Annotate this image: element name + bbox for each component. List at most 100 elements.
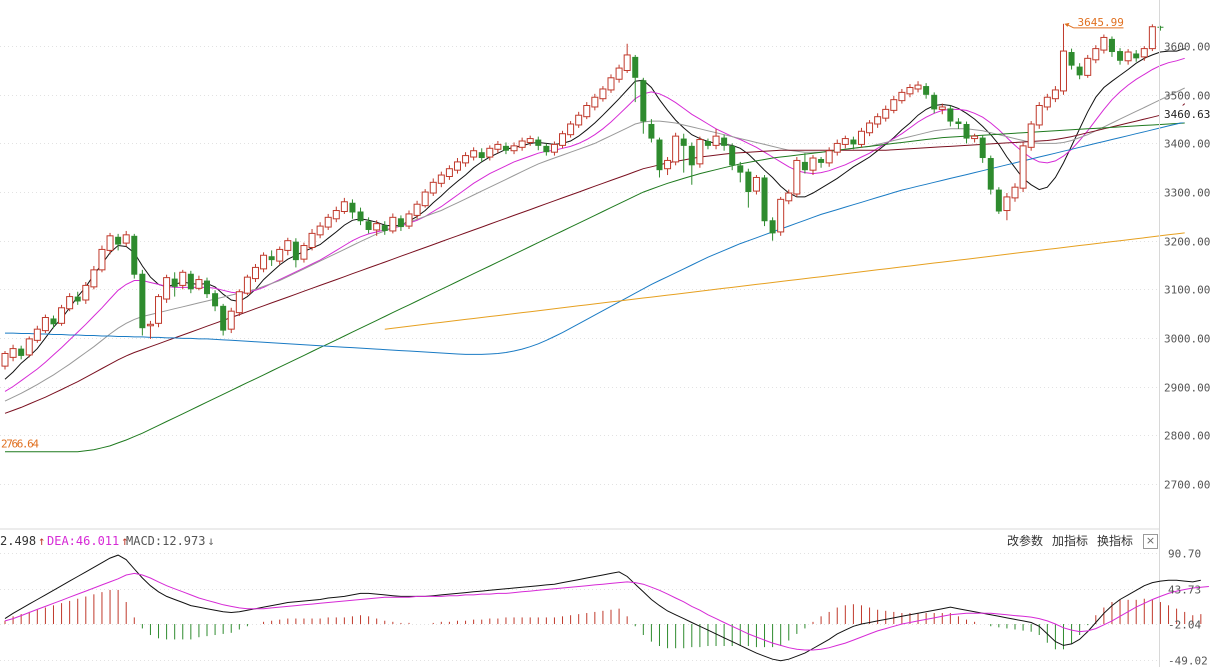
candle-body: [729, 145, 736, 166]
candle-body: [66, 296, 74, 310]
macd-legend-value: MACD:12.973 ↓: [126, 534, 215, 548]
candle-body: [437, 174, 445, 184]
candle-body: [90, 269, 98, 288]
candle-body: [938, 106, 946, 110]
price-tick-label: 3000.00: [1164, 333, 1210, 346]
candle-body: [33, 328, 41, 341]
candle-body: [429, 181, 437, 194]
candle-body: [696, 139, 704, 165]
candle-body: [50, 318, 57, 325]
candle-body: [833, 142, 841, 153]
candle-body: [575, 114, 583, 126]
candle-body: [543, 145, 550, 153]
candle-body: [122, 234, 130, 244]
candle-body: [801, 161, 808, 171]
candle-body: [292, 241, 299, 261]
candle-body: [470, 150, 478, 158]
candle-body: [607, 77, 615, 91]
candle-body: [131, 235, 138, 275]
candlesticks: [1, 23, 1164, 370]
candle-body: [349, 202, 356, 213]
candle-body: [721, 137, 728, 146]
macd-tick-label: 90.70: [1168, 548, 1201, 561]
candle-body: [220, 305, 227, 331]
moving-average-line: [5, 122, 1185, 453]
candle-body: [1059, 50, 1067, 92]
price-tick-label: 2700.00: [1164, 479, 1210, 492]
candle-body: [58, 307, 66, 324]
candle-body: [914, 84, 922, 90]
candle-body: [648, 123, 655, 139]
candle-body: [963, 123, 970, 139]
dea-legend: DEA:46.011 ↑: [47, 534, 128, 548]
candle-body: [971, 135, 979, 140]
candle-body: [155, 296, 163, 324]
candle-body: [793, 159, 801, 195]
candle-body: [316, 225, 324, 236]
candle-body: [9, 348, 17, 358]
candle-body: [680, 138, 687, 146]
candle-body: [171, 278, 178, 287]
macd-tick-label: -2.04: [1168, 619, 1201, 632]
candle-body: [1100, 36, 1108, 51]
up-arrow-icon: ↑: [121, 534, 129, 548]
candle-body: [874, 116, 882, 125]
dif-legend: 2.498 ↑: [0, 534, 45, 548]
candle-body: [195, 279, 203, 289]
candle-body: [752, 176, 760, 192]
candle-body: [1117, 51, 1124, 61]
candle-body: [268, 256, 275, 261]
candle-body: [453, 161, 461, 171]
candle-body: [462, 155, 470, 164]
candle-body: [599, 88, 607, 100]
candle-body: [583, 105, 591, 118]
candle-body: [1003, 196, 1011, 212]
candle-body: [308, 232, 316, 248]
high-marker-arrow-icon: [1064, 22, 1070, 27]
candle-body: [486, 147, 494, 158]
high-value-label: 3645.99: [1077, 16, 1123, 29]
candle-body: [381, 225, 388, 231]
change-params-button[interactable]: 改参数: [1007, 534, 1044, 548]
candle-body: [640, 80, 647, 122]
switch-indicator-button[interactable]: 换指标: [1097, 534, 1134, 548]
macd-lines: [4, 554, 1209, 662]
candle-body: [745, 171, 752, 193]
candle-body: [397, 218, 404, 228]
candle-body: [931, 94, 938, 110]
candle-body: [1035, 105, 1043, 126]
candle-body: [559, 133, 567, 146]
candle-body: [212, 293, 219, 307]
candle-body: [179, 271, 187, 286]
dea-line: [4, 572, 1209, 651]
candle-body: [324, 216, 332, 228]
candle-body: [1027, 123, 1035, 148]
candle-body: [332, 210, 340, 220]
candle-body: [979, 137, 986, 159]
candle-body: [704, 141, 711, 146]
candle-body: [1, 352, 9, 367]
candle-body: [857, 130, 865, 145]
candle-body: [115, 236, 122, 245]
macd-value: MACD:12.973: [126, 534, 206, 548]
dea-value: DEA:46.011: [47, 534, 120, 548]
candle-body: [139, 273, 146, 329]
add-indicator-button[interactable]: 加指标: [1052, 534, 1089, 548]
candle-body: [227, 310, 235, 330]
macd-axis: 90.70 43.73 -2.04 -49.02: [1168, 548, 1208, 668]
candle-body: [1019, 145, 1027, 189]
candle-body: [1108, 38, 1115, 53]
macd-tick-label: -49.02: [1168, 655, 1208, 668]
candle-body: [74, 296, 81, 302]
candle-body: [251, 266, 259, 280]
candle-body: [987, 158, 994, 190]
candle-body: [445, 168, 453, 177]
dif-value: 2.498: [0, 534, 37, 548]
candle-body: [923, 86, 930, 95]
low-value-label: 2766.64: [1, 437, 39, 450]
close-icon[interactable]: ×: [1143, 534, 1158, 549]
candle-body: [850, 139, 857, 145]
candle-body: [882, 108, 890, 119]
candle-body: [163, 277, 171, 300]
